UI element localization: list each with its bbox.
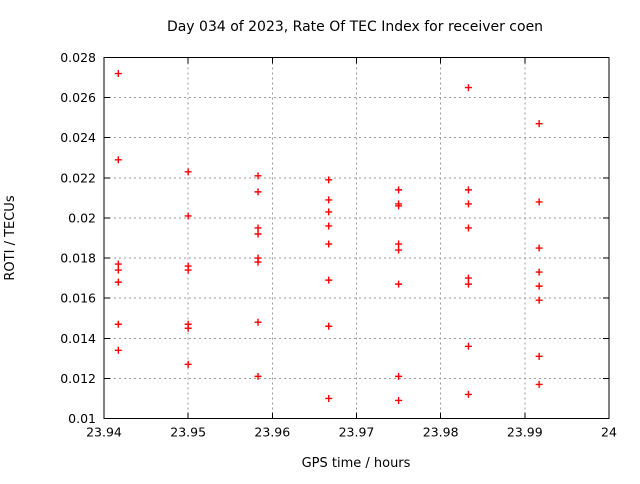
data-point [254,188,262,196]
data-point [184,212,192,220]
data-point [254,172,262,180]
data-point [325,222,333,230]
y-tick-label: 0.028 [60,50,96,65]
data-point [254,258,262,266]
data-point [535,268,543,276]
tick-layer: 23.94 23.95 23.96 23.97 23.98 23.99 24 0.01 0.01… [60,50,617,440]
data-point [114,346,122,354]
y-tick-label: 0.01 [68,411,96,426]
data-point [535,352,543,360]
data-point [395,396,403,404]
y-tick-label: 0.018 [60,251,96,266]
data-point [325,208,333,216]
data-point-layer [114,70,543,404]
data-point [535,198,543,206]
x-tick-label: 23.96 [254,425,290,440]
data-point [325,394,333,402]
data-point [535,120,543,128]
y-tick-label: 0.02 [68,210,96,225]
data-point [395,372,403,380]
data-point [325,322,333,330]
data-point [254,372,262,380]
x-tick-label: 23.94 [86,425,122,440]
data-point [114,260,122,268]
data-point [535,296,543,304]
data-point [325,276,333,284]
data-point [464,84,472,92]
data-point [395,240,403,248]
data-point [254,230,262,238]
data-point [325,196,333,204]
data-point [464,224,472,232]
x-tick-label: 24 [601,425,617,440]
data-point [114,266,122,274]
data-point [184,324,192,332]
chart-title: Day 034 of 2023, Rate Of TEC Index for r… [167,19,543,35]
y-tick-label: 0.014 [60,331,96,346]
data-point [464,280,472,288]
x-axis-label: GPS time / hours [302,456,411,471]
data-point [395,186,403,194]
data-point [114,156,122,164]
data-point [464,274,472,282]
data-point [395,280,403,288]
x-tick-label: 23.99 [507,425,543,440]
data-point [464,186,472,194]
data-point [254,224,262,232]
data-point [464,390,472,398]
y-tick-label: 0.026 [60,90,96,105]
data-point [535,380,543,388]
data-point [114,70,122,78]
data-point [325,176,333,184]
y-tick-label: 0.024 [60,130,96,145]
data-point [184,360,192,368]
y-axis-label: ROTI / TECUs [3,195,18,280]
data-point [114,278,122,286]
data-point [395,246,403,254]
x-tick-label: 23.98 [423,425,459,440]
data-point [464,342,472,350]
x-tick-label: 23.97 [339,425,375,440]
data-point [395,202,403,210]
data-point [184,168,192,176]
data-point [114,320,122,328]
data-point [184,266,192,274]
data-point [254,318,262,326]
data-point [464,200,472,208]
x-tick-label: 23.95 [170,425,206,440]
y-tick-label: 0.022 [60,170,96,185]
y-tick-label: 0.016 [60,291,96,306]
data-point [325,240,333,248]
y-tick-label: 0.012 [60,371,96,386]
data-point [535,282,543,290]
grid-layer [104,57,609,419]
data-point [535,244,543,252]
